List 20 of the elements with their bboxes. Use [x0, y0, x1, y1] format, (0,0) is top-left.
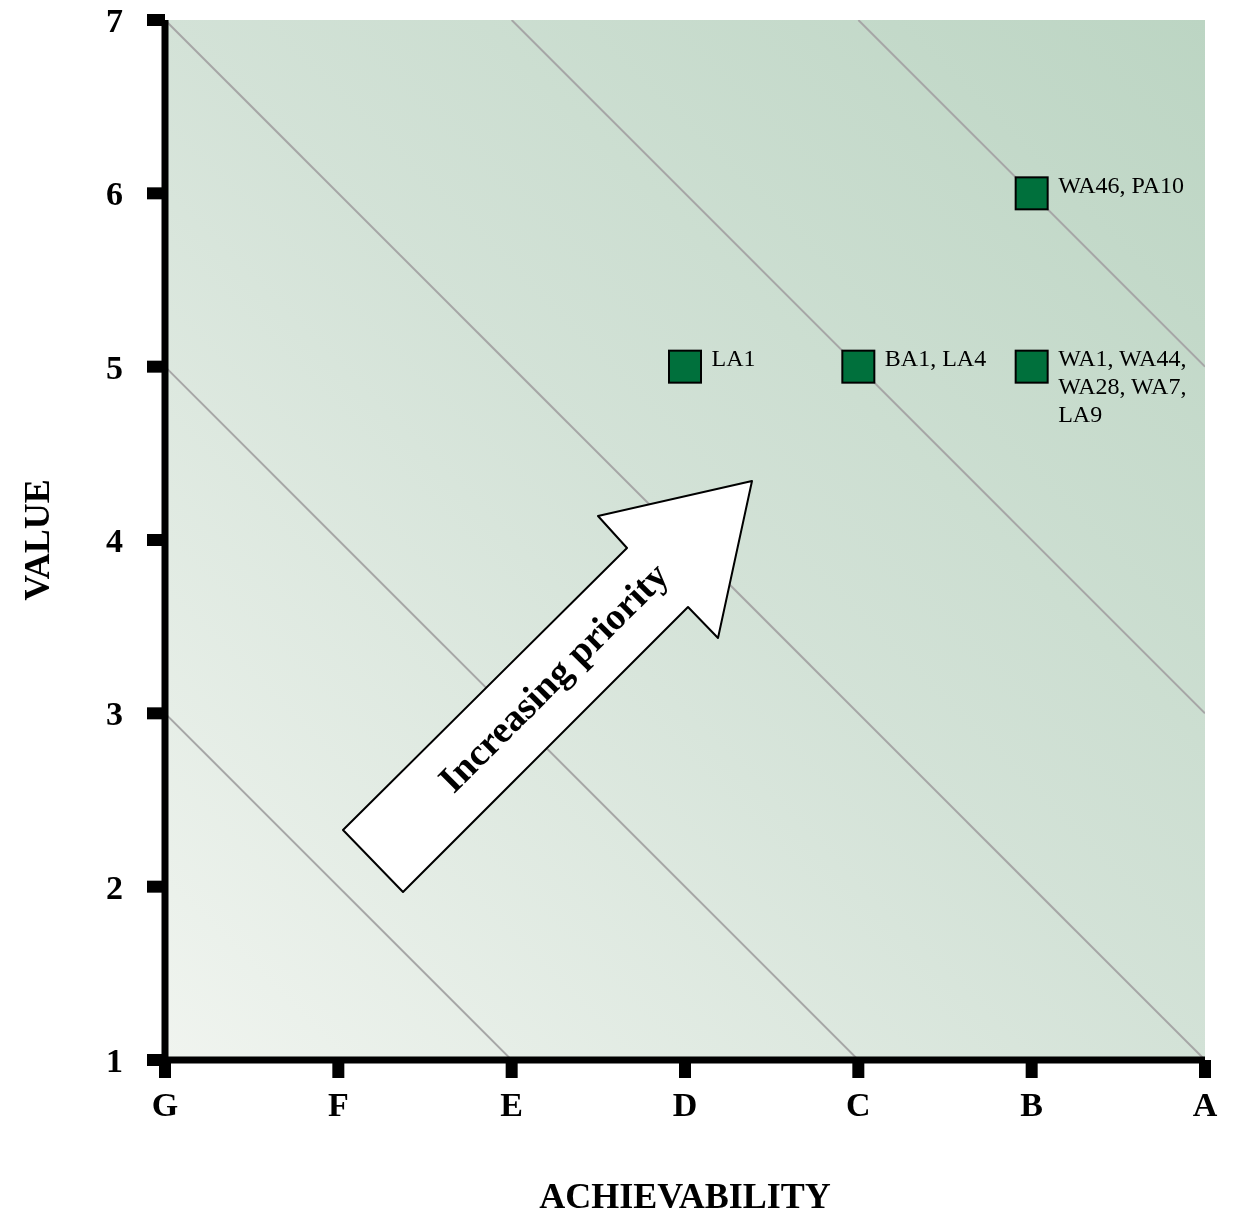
y-tick-label: 6 [106, 175, 123, 213]
x-tick-label: E [500, 1086, 524, 1124]
x-tick-label: B [1020, 1086, 1044, 1124]
y-tick-label: 5 [106, 348, 123, 386]
y-tick-label: 4 [106, 522, 123, 560]
data-label: BA1, LA4 [884, 345, 987, 372]
x-tick-label: F [327, 1086, 349, 1124]
x-axis-title: ACHIEVABILITY [539, 1176, 831, 1216]
y-axis-title: VALUE [16, 479, 57, 601]
x-tick-label: D [672, 1086, 698, 1124]
data-label: WA46, PA10 [1058, 171, 1184, 198]
x-tick-label: G [151, 1086, 179, 1124]
data-label: WA1, WA44, WA28, WA7, LA9 [1058, 345, 1187, 428]
y-tick-label: 3 [106, 695, 123, 733]
x-tick-label: C [846, 1086, 871, 1124]
data-label: LA1 [711, 345, 756, 372]
x-tick-label: A [1192, 1086, 1218, 1124]
y-tick-label: 2 [106, 868, 123, 906]
y-tick-label: 1 [106, 1042, 123, 1080]
y-tick-label: 7 [106, 2, 123, 40]
